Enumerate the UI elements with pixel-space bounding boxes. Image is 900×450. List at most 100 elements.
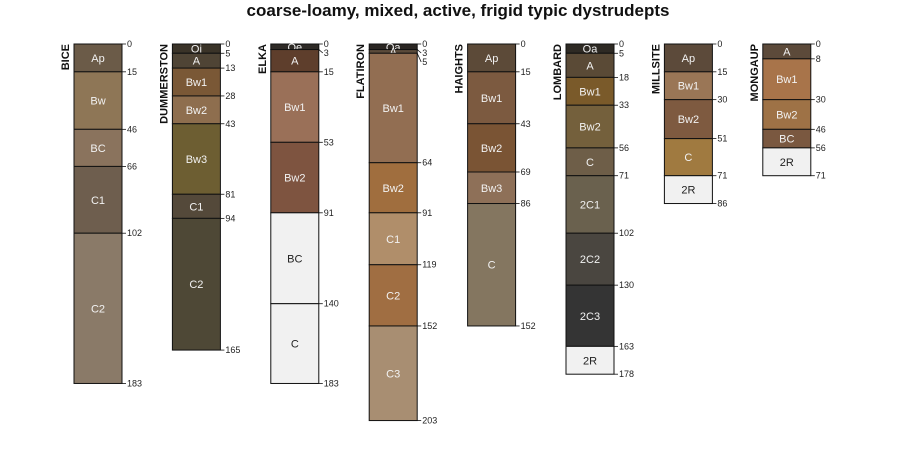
depth-label: 86 xyxy=(521,199,531,209)
horizon-label: Bw2 xyxy=(382,183,403,195)
horizon-bw1 xyxy=(467,71,517,125)
profile-name: FLATIRON xyxy=(355,44,367,99)
depth-label: 163 xyxy=(619,341,634,351)
depth-label: 13 xyxy=(225,63,235,73)
profile-name: BICE xyxy=(60,44,72,70)
horizon-label: Bw1 xyxy=(284,102,305,114)
depth-label: 43 xyxy=(521,119,531,129)
depth-label: 0 xyxy=(717,39,722,49)
profile-haights: HAIGHTS Ap Bw1 Bw2 Bw3 C 0 15 43 69 86 152 xyxy=(454,39,536,331)
horizon-c xyxy=(663,138,713,177)
horizon-bw2 xyxy=(368,162,418,214)
horizon-label: C2 xyxy=(189,279,203,291)
horizon-label: C xyxy=(684,152,692,164)
horizon-bw1 xyxy=(565,76,615,106)
horizon-label: 2R xyxy=(583,355,597,367)
depth-label: 183 xyxy=(324,378,339,388)
depth-label: 178 xyxy=(619,369,634,379)
horizon-2r xyxy=(663,175,713,205)
horizon-label: Bw2 xyxy=(284,173,305,185)
horizon-c1 xyxy=(171,193,221,219)
horizon-label: Ap xyxy=(485,53,498,65)
depth-label: 152 xyxy=(422,321,437,331)
horizon-bw1 xyxy=(663,71,713,101)
depth-label: 5 xyxy=(422,57,427,67)
depth-label: 119 xyxy=(422,260,436,270)
horizon-label: BC xyxy=(779,134,794,146)
horizon-c2 xyxy=(73,232,123,384)
horizon-label: Oi xyxy=(191,44,202,56)
depth-label: 0 xyxy=(521,39,526,49)
depth-label: 0 xyxy=(422,39,427,49)
horizon-bw2 xyxy=(762,99,812,130)
horizon-bw1 xyxy=(270,71,320,143)
horizon-label: Bw2 xyxy=(678,114,699,126)
horizon-bw2 xyxy=(270,141,320,214)
horizon-label: Bw xyxy=(90,96,105,108)
horizon-label: 2R xyxy=(780,157,794,169)
horizon-bw xyxy=(73,71,123,130)
depth-label: 53 xyxy=(324,137,334,147)
horizon-label: Oa xyxy=(583,44,599,56)
depth-label: 203 xyxy=(422,416,437,426)
horizon-label: Bw3 xyxy=(481,183,502,195)
horizon-2c1 xyxy=(565,175,615,234)
horizon-2r xyxy=(565,345,615,375)
horizon-label: Bw2 xyxy=(579,122,600,134)
depth-label: 46 xyxy=(127,124,137,134)
horizon-label: Bw1 xyxy=(776,74,797,86)
depth-label: 64 xyxy=(422,158,432,168)
horizon-label: 2C1 xyxy=(580,199,600,211)
depth-label: 71 xyxy=(816,171,826,181)
depth-label: 66 xyxy=(127,161,137,171)
horizon-label: Bw2 xyxy=(186,105,207,117)
profile-mongaup: MONGAUP A Bw1 Bw2 BC 2R 0 8 30 46 56 71 xyxy=(749,39,826,181)
depth-label: 30 xyxy=(717,95,727,105)
horizon-label: A xyxy=(586,60,594,72)
horizon-label: Ap xyxy=(91,53,104,65)
depth-label: 30 xyxy=(816,95,826,105)
depth-label: 140 xyxy=(324,299,339,309)
horizon-bw2 xyxy=(663,99,713,140)
depth-tick xyxy=(416,53,422,63)
depth-label: 15 xyxy=(324,67,334,77)
horizon-2c2 xyxy=(565,232,615,286)
horizon-label: A xyxy=(193,56,201,68)
depth-label: 183 xyxy=(127,378,142,388)
depth-label: 56 xyxy=(816,143,826,153)
horizon-ap xyxy=(73,43,123,73)
horizon-bc xyxy=(270,212,320,305)
profile-bice: BICE Ap Bw BC C1 C2 0 15 46 66 102 183 xyxy=(60,39,142,388)
profile-name: MONGAUP xyxy=(749,44,761,101)
horizon-label: 2C2 xyxy=(580,254,600,266)
depth-label: 5 xyxy=(619,48,624,58)
profile-name: HAIGHTS xyxy=(454,44,466,94)
depth-label: 0 xyxy=(816,39,821,49)
depth-label: 71 xyxy=(619,171,629,181)
horizon-c xyxy=(565,147,615,177)
horizon-label: Bw1 xyxy=(382,103,403,115)
depth-label: 15 xyxy=(521,67,531,77)
depth-label: 102 xyxy=(127,228,142,238)
depth-label: 91 xyxy=(422,208,432,218)
profile-dummerston: DUMMERSTON OiA Bw1 Bw2 Bw3 C1 C2 05 13 28 43 81 94 16… xyxy=(158,39,240,355)
horizon-c2 xyxy=(171,217,221,351)
depth-label: 0 xyxy=(619,39,624,49)
depth-label: 15 xyxy=(127,67,137,77)
depth-label: 3 xyxy=(422,48,427,58)
horizon-label: A xyxy=(783,46,791,58)
horizon-label: A xyxy=(390,46,398,58)
horizon-c3 xyxy=(368,325,418,422)
depth-label: 130 xyxy=(619,280,634,290)
horizon-bw3 xyxy=(171,123,221,195)
profile-name: LOMBARD xyxy=(552,44,564,100)
depth-label: 3 xyxy=(324,48,329,58)
horizon-bw1 xyxy=(762,58,812,101)
horizon-bw2 xyxy=(467,123,517,173)
depth-label: 152 xyxy=(521,321,536,331)
depth-label: 0 xyxy=(127,39,132,49)
horizon-label: C2 xyxy=(91,303,105,315)
depth-label: 28 xyxy=(225,91,235,101)
